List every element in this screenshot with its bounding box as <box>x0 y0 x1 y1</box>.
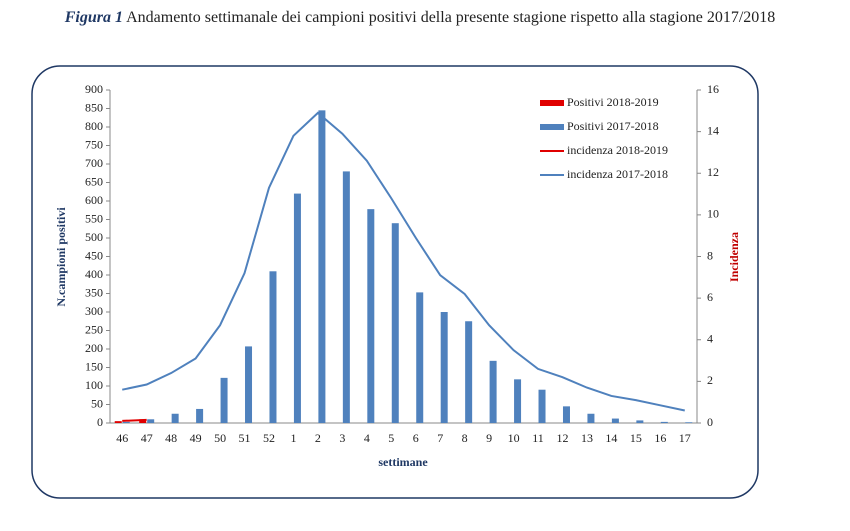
chart-title: Figura 1 Andamento settimanale dei campi… <box>60 8 780 28</box>
bar <box>196 408 204 423</box>
legend-swatch <box>540 124 564 130</box>
y2-axis-label: Incidenza <box>727 232 741 282</box>
bar <box>611 418 619 423</box>
y2-tick-label: 4 <box>707 332 713 346</box>
title-label: Figura 1 <box>64 9 123 26</box>
y-tick-label: 700 <box>85 156 103 170</box>
legend-label: incidenza 2017-2018 <box>567 167 668 181</box>
y-tick-label: 100 <box>85 378 103 392</box>
y-tick-label: 650 <box>85 174 103 188</box>
y2-tick-label: 2 <box>707 373 713 387</box>
y-tick-label: 250 <box>85 322 103 336</box>
bar <box>220 377 228 423</box>
y-axis-label: N.campioni positivi <box>54 207 68 307</box>
x-tick-label: 46 <box>116 431 128 445</box>
bar <box>465 321 473 423</box>
x-tick-label: 15 <box>630 431 642 445</box>
y2-tick-label: 6 <box>707 290 713 304</box>
bar <box>514 379 522 423</box>
bar <box>318 110 326 423</box>
bar <box>660 421 668 423</box>
bar <box>538 389 546 423</box>
y-tick-label: 200 <box>85 341 103 355</box>
y2-tick-label: 10 <box>707 207 719 221</box>
bar <box>171 413 179 423</box>
y-tick-label: 300 <box>85 304 103 318</box>
y-tick-label: 600 <box>85 193 103 207</box>
bar <box>685 422 693 423</box>
x-tick-label: 47 <box>141 431 153 445</box>
y-tick-label: 550 <box>85 211 103 225</box>
y-tick-label: 500 <box>85 230 103 244</box>
y2-tick-label: 16 <box>707 82 719 96</box>
bar <box>269 271 277 423</box>
x-tick-label: 1 <box>290 431 296 445</box>
x-tick-label: 9 <box>486 431 492 445</box>
x-tick-label: 51 <box>239 431 251 445</box>
bar <box>416 292 424 423</box>
bar <box>293 193 301 423</box>
bar <box>122 421 130 423</box>
line-series <box>122 111 685 412</box>
x-tick-label: 48 <box>165 431 177 445</box>
bar <box>562 406 570 423</box>
line-series <box>122 418 147 422</box>
y-tick-label: 450 <box>85 248 103 262</box>
x-tick-label: 8 <box>462 431 468 445</box>
x-tick-label: 17 <box>679 431 691 445</box>
y-tick-label: 800 <box>85 119 103 133</box>
bar <box>440 312 448 423</box>
x-tick-label: 49 <box>190 431 202 445</box>
bar <box>489 360 497 423</box>
y-tick-label: 150 <box>85 359 103 373</box>
legend-label: Positivi 2017-2018 <box>567 119 659 133</box>
legend-label: incidenza 2018-2019 <box>567 143 668 157</box>
bar <box>367 209 375 423</box>
chart-frame <box>31 65 759 499</box>
y-tick-label: 850 <box>85 100 103 114</box>
y-tick-label: 0 <box>97 415 103 429</box>
x-tick-label: 4 <box>364 431 370 445</box>
legend-swatch <box>540 100 564 106</box>
bar <box>587 413 595 423</box>
x-tick-label: 13 <box>581 431 593 445</box>
x-tick-label: 16 <box>654 431 666 445</box>
x-tick-label: 11 <box>532 431 544 445</box>
x-tick-label: 5 <box>388 431 394 445</box>
y2-tick-label: 8 <box>707 248 713 262</box>
x-tick-label: 2 <box>315 431 321 445</box>
y2-tick-label: 12 <box>707 165 719 179</box>
x-tick-label: 10 <box>508 431 520 445</box>
bar <box>391 223 399 423</box>
x-tick-label: 6 <box>413 431 419 445</box>
x-tick-label: 3 <box>339 431 345 445</box>
x-tick-label: 7 <box>437 431 443 445</box>
x-tick-label: 50 <box>214 431 226 445</box>
bar <box>147 419 155 423</box>
x-axis-label: settimane <box>378 455 428 469</box>
bar <box>139 419 147 423</box>
title-text: Andamento settimanale dei campioni posit… <box>126 9 776 26</box>
y-tick-label: 50 <box>91 396 103 410</box>
y-tick-label: 750 <box>85 137 103 151</box>
y2-tick-label: 14 <box>707 123 719 137</box>
bar <box>114 421 122 423</box>
bar <box>636 420 644 423</box>
y-tick-label: 400 <box>85 267 103 281</box>
bar <box>245 346 253 423</box>
x-tick-label: 52 <box>263 431 275 445</box>
x-tick-label: 12 <box>556 431 568 445</box>
x-tick-label: 14 <box>605 431 617 445</box>
legend-label: Positivi 2018-2019 <box>567 95 659 109</box>
y-tick-label: 900 <box>85 82 103 96</box>
y2-tick-label: 0 <box>707 415 713 429</box>
bar <box>342 171 350 423</box>
y-tick-label: 350 <box>85 285 103 299</box>
